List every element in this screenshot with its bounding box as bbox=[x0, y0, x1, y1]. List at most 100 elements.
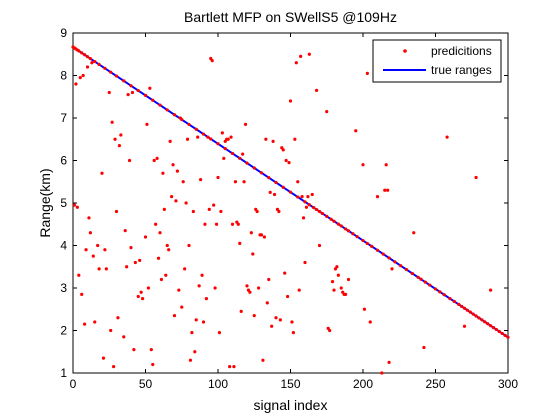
prediction-point bbox=[423, 280, 427, 284]
prediction-point bbox=[262, 235, 266, 239]
prediction-point bbox=[339, 286, 343, 290]
prediction-point bbox=[383, 188, 387, 192]
prediction-point bbox=[422, 345, 426, 350]
prediction-point bbox=[412, 231, 416, 235]
prediction-point bbox=[114, 209, 119, 214]
prediction-point bbox=[110, 120, 114, 124]
prediction-point bbox=[483, 320, 487, 324]
prediction-point bbox=[393, 260, 397, 264]
y-axis-label: Range(km) bbox=[37, 168, 53, 237]
prediction-point bbox=[368, 320, 372, 324]
prediction-point bbox=[126, 93, 130, 97]
prediction-point bbox=[491, 326, 496, 330]
prediction-point bbox=[320, 211, 324, 216]
prediction-point bbox=[168, 139, 172, 143]
prediction-point bbox=[288, 99, 293, 103]
prediction-point bbox=[404, 267, 409, 272]
prediction-point bbox=[129, 246, 133, 250]
prediction-point bbox=[497, 329, 501, 334]
prediction-point bbox=[442, 293, 446, 297]
prediction-point bbox=[223, 147, 227, 151]
prediction-point bbox=[304, 205, 309, 209]
y-tick-label: 7 bbox=[60, 111, 67, 125]
prediction-point bbox=[329, 217, 333, 221]
prediction-point bbox=[293, 137, 297, 141]
prediction-point bbox=[315, 207, 319, 212]
prediction-point bbox=[312, 206, 316, 210]
prediction-point bbox=[486, 322, 490, 326]
prediction-point bbox=[457, 302, 461, 307]
prediction-point bbox=[165, 243, 169, 248]
prediction-point bbox=[233, 180, 237, 184]
prediction-point bbox=[175, 169, 179, 173]
prediction-point bbox=[271, 139, 275, 143]
prediction-point bbox=[228, 365, 232, 369]
prediction-point bbox=[193, 350, 197, 354]
prediction-point bbox=[113, 137, 117, 141]
prediction-point bbox=[307, 52, 311, 56]
prediction-point bbox=[290, 320, 294, 324]
prediction-point bbox=[272, 192, 277, 197]
prediction-point bbox=[145, 122, 149, 126]
prediction-point bbox=[77, 49, 81, 53]
y-tick-label: 5 bbox=[60, 196, 67, 210]
prediction-point bbox=[278, 318, 282, 322]
prediction-point bbox=[183, 267, 187, 271]
prediction-point bbox=[259, 171, 264, 175]
prediction-point bbox=[468, 310, 472, 314]
y-tick-label: 3 bbox=[60, 281, 67, 295]
prediction-point bbox=[188, 358, 193, 362]
x-tick-label: 150 bbox=[280, 377, 300, 391]
prediction-point bbox=[209, 137, 213, 141]
chart-title: Bartlett MFP on SWellS5 @109Hz bbox=[184, 9, 397, 25]
prediction-point bbox=[151, 98, 155, 102]
prediction-point bbox=[288, 190, 293, 194]
prediction-point bbox=[428, 283, 432, 287]
prediction-point bbox=[103, 248, 107, 252]
x-tick-label: 100 bbox=[208, 377, 228, 391]
prediction-point bbox=[217, 331, 222, 335]
prediction-point bbox=[85, 65, 90, 69]
prediction-point bbox=[299, 54, 303, 58]
x-tick-label: 50 bbox=[139, 377, 153, 391]
prediction-point bbox=[170, 195, 174, 199]
prediction-point bbox=[387, 360, 391, 364]
prediction-point bbox=[93, 59, 97, 64]
prediction-point bbox=[315, 88, 319, 92]
prediction-point bbox=[381, 252, 385, 256]
prediction-point bbox=[344, 227, 348, 231]
prediction-point bbox=[474, 314, 478, 318]
prediction-point bbox=[164, 273, 168, 277]
prediction-point bbox=[101, 356, 106, 360]
prediction-point bbox=[210, 59, 214, 63]
prediction-point bbox=[354, 129, 358, 133]
prediction-point bbox=[245, 161, 249, 165]
prediction-point bbox=[274, 180, 278, 185]
y-tick-label: 4 bbox=[60, 239, 67, 253]
prediction-point bbox=[477, 316, 481, 320]
prediction-point bbox=[171, 163, 175, 167]
prediction-point bbox=[185, 137, 190, 141]
prediction-point bbox=[410, 271, 414, 276]
x-tick-label: 200 bbox=[353, 377, 373, 391]
prediction-point bbox=[238, 241, 242, 245]
prediction-point bbox=[180, 305, 184, 309]
y-tick-label: 6 bbox=[60, 154, 67, 168]
y-tick-label: 1 bbox=[60, 366, 67, 380]
prediction-point bbox=[494, 327, 498, 332]
prediction-point bbox=[365, 241, 369, 246]
prediction-point bbox=[119, 133, 123, 137]
prediction-point bbox=[252, 314, 256, 318]
prediction-point bbox=[138, 258, 142, 262]
prediction-point bbox=[465, 308, 469, 312]
prediction-point bbox=[194, 127, 198, 131]
prediction-point bbox=[259, 233, 264, 237]
prediction-point bbox=[506, 335, 510, 339]
prediction-point bbox=[346, 229, 351, 233]
prediction-point bbox=[239, 309, 243, 313]
prediction-point bbox=[155, 156, 159, 160]
prediction-point bbox=[384, 163, 388, 167]
prediction-point bbox=[448, 296, 452, 301]
prediction-point bbox=[213, 286, 217, 290]
prediction-point bbox=[181, 180, 185, 184]
